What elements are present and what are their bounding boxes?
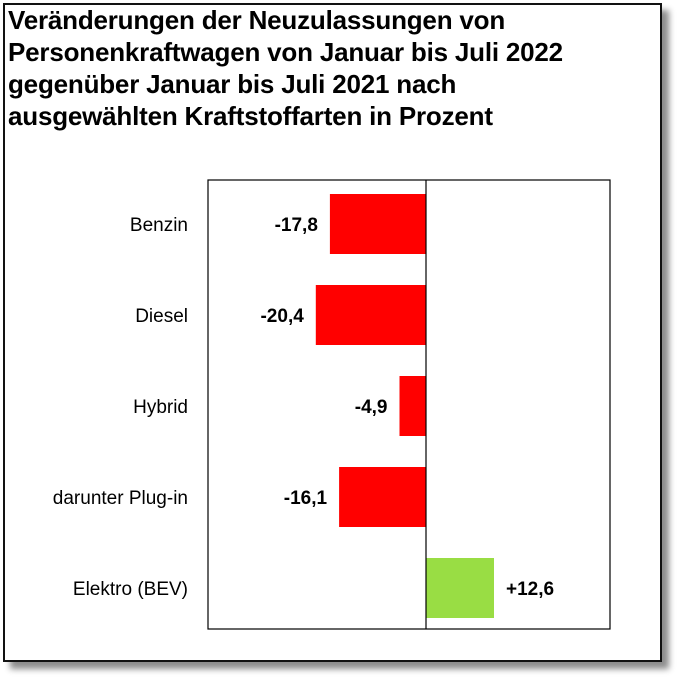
chart-title-line-2: Personenkraftwagen von Januar bis Juli 2… xyxy=(8,37,563,67)
bar-hybrid xyxy=(399,376,426,436)
value-label-hybrid: -4,9 xyxy=(355,397,388,418)
chart-title-line-1: Veränderungen der Neuzulassungen von xyxy=(8,5,506,35)
category-label-diesel: Diesel xyxy=(135,306,188,327)
bar-benzin xyxy=(329,194,426,254)
bars-layer: Benzin -17,8 Diesel -20,4 Hybrid -4,9 darunter… xyxy=(53,194,554,618)
value-label-darunter-plug-in: -16,1 xyxy=(284,488,328,509)
category-label-darunter-plug-in: darunter Plug-in xyxy=(53,488,188,509)
category-label-benzin: Benzin xyxy=(130,215,188,236)
bar-diesel xyxy=(315,285,426,345)
value-label-elektro-bev: +12,6 xyxy=(506,579,554,600)
category-label-hybrid: Hybrid xyxy=(133,397,188,418)
category-label-elektro-bev: Elektro (BEV) xyxy=(73,579,188,600)
bar-darunter-plug-in xyxy=(339,467,426,527)
value-label-benzin: -17,8 xyxy=(275,215,318,236)
chart-title-line-3: gegenüber Januar bis Juli 2021 nach xyxy=(8,69,457,99)
bar-elektro-bev xyxy=(426,558,494,618)
chart-title: Veränderungen der Neuzulassungen von Per… xyxy=(8,4,648,132)
chart-title-line-4: ausgewählten Kraftstoffarten in Prozent xyxy=(8,101,493,131)
value-label-diesel: -20,4 xyxy=(260,306,304,327)
